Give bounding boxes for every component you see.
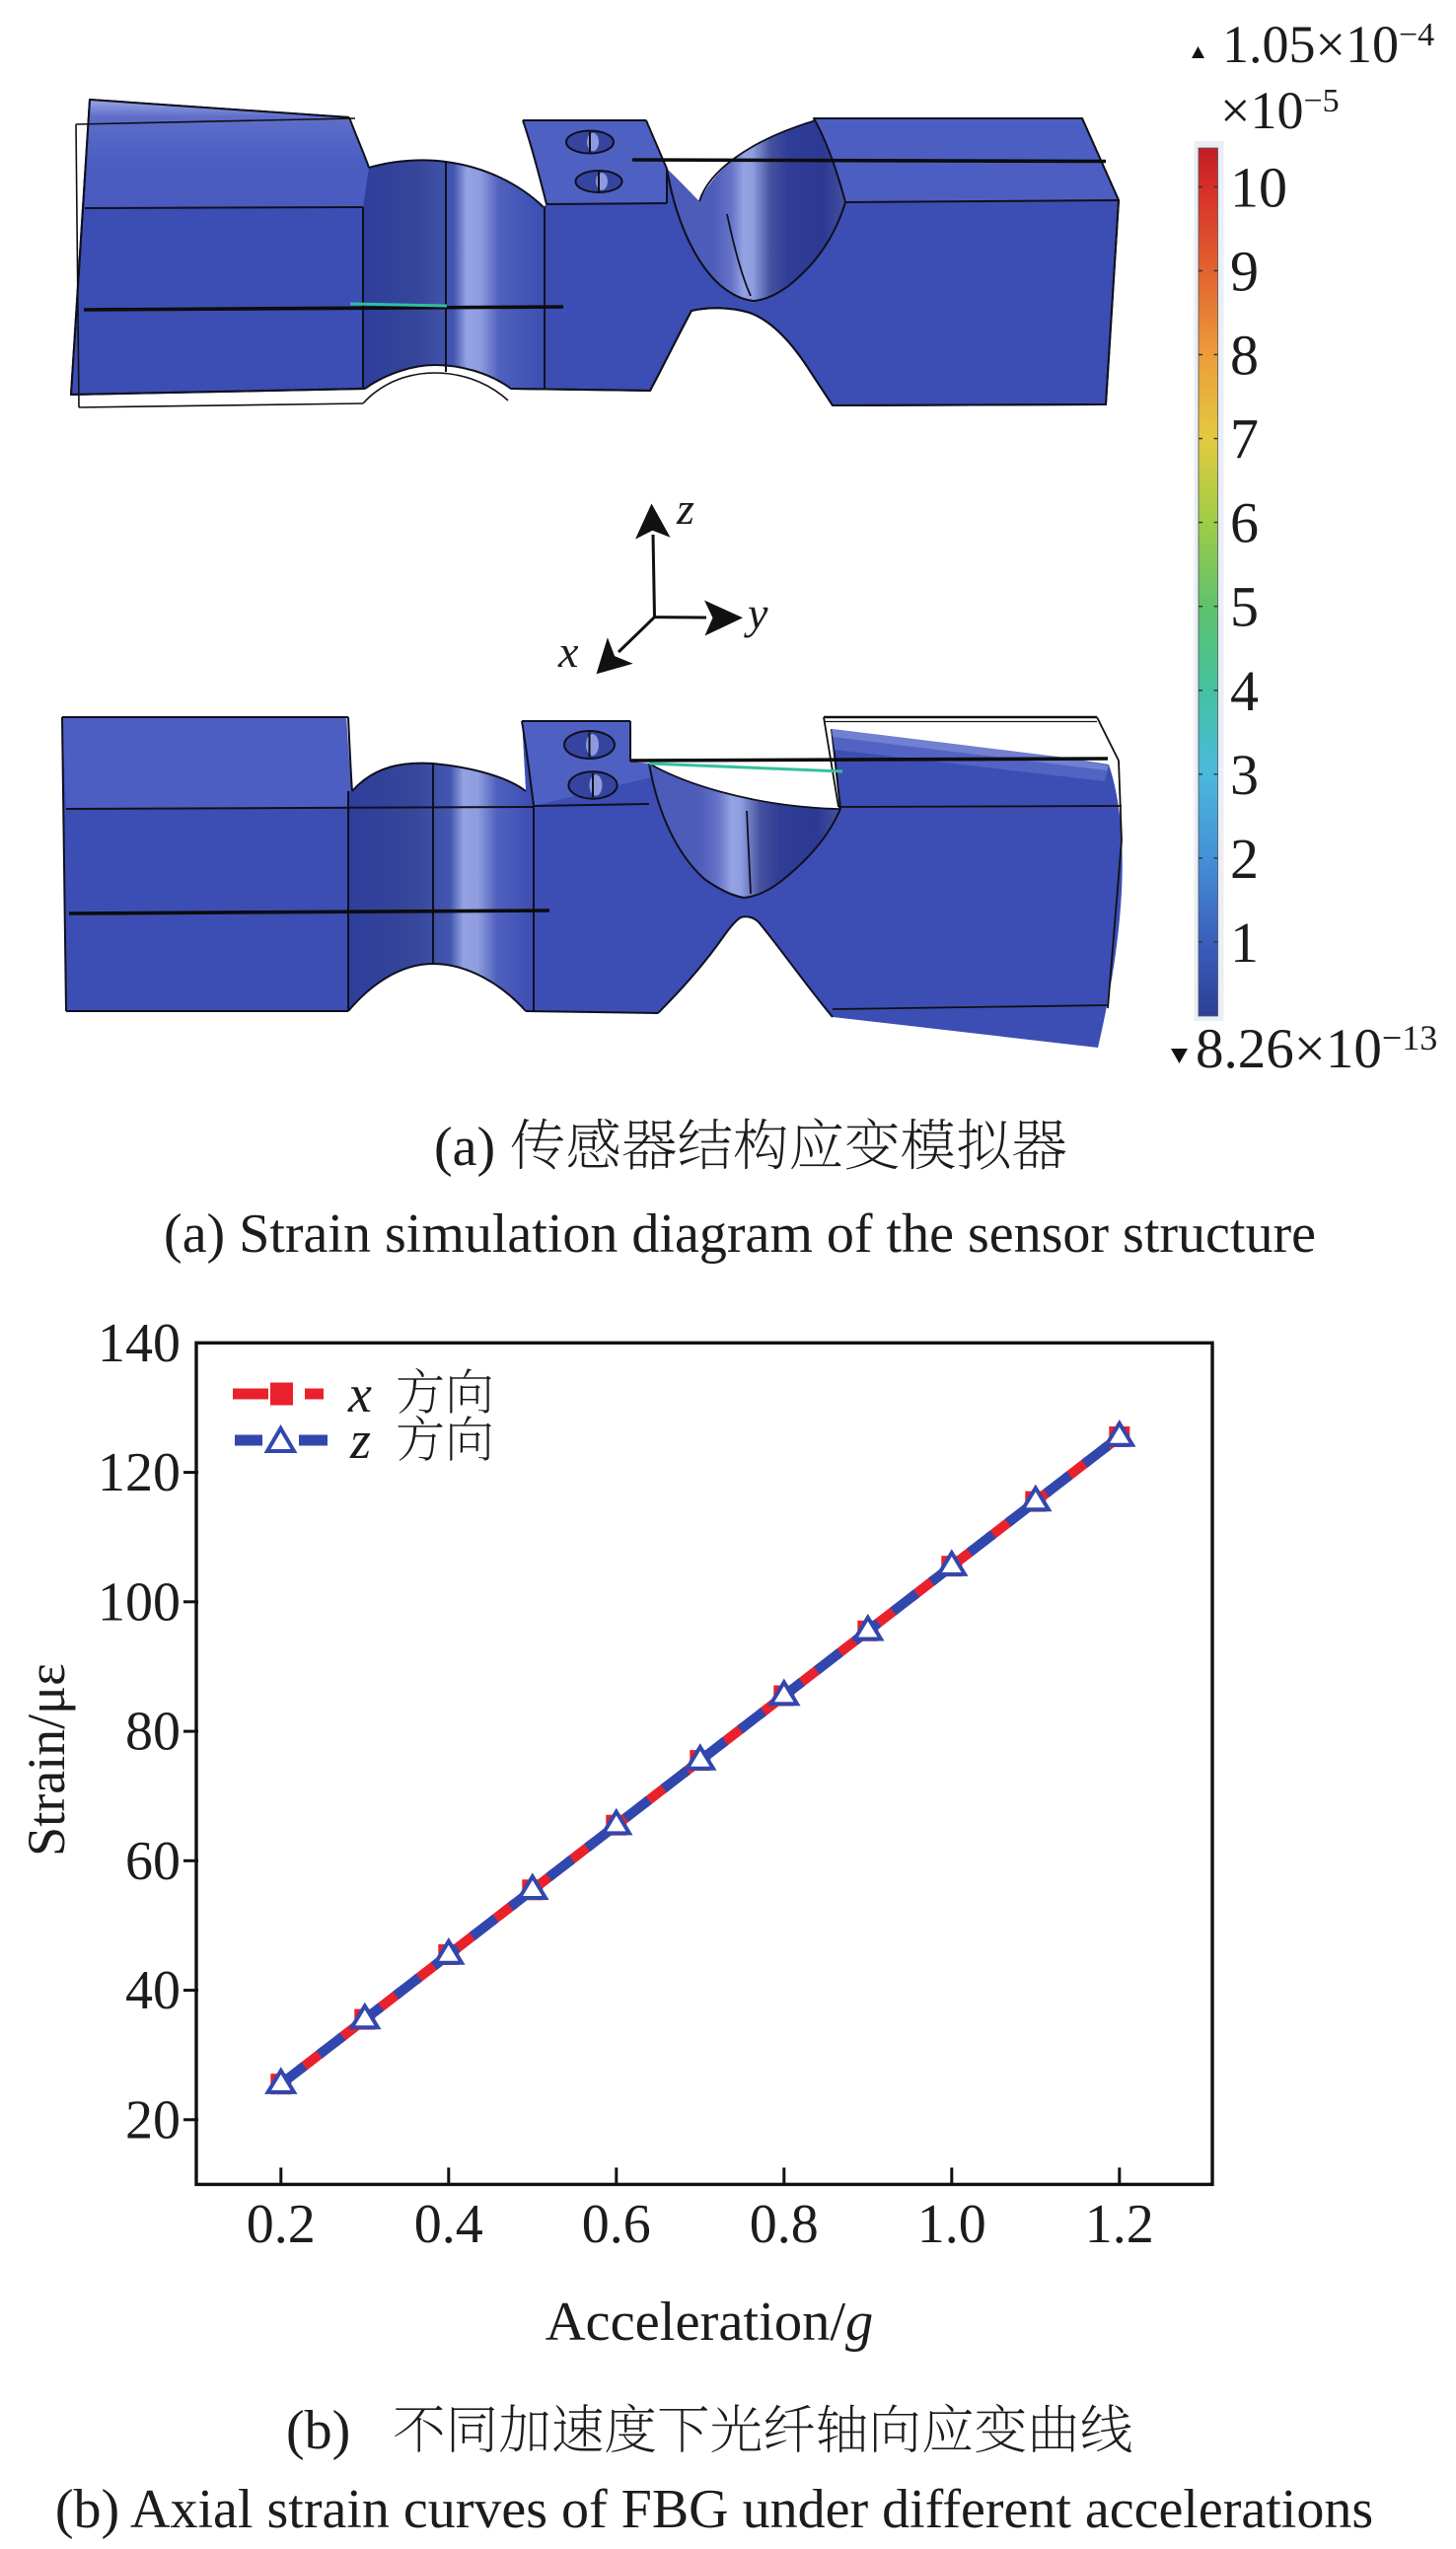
svg-text:(b): (b) [286,2400,350,2461]
svg-text:Strain/με: Strain/με [17,1663,76,1857]
svg-text:8: 8 [1230,324,1259,388]
svg-text:1: 1 [1230,910,1259,975]
svg-text:Acceleration/g: Acceleration/g [546,2292,874,2353]
svg-text:x: x [557,626,579,677]
svg-text:(b) Axial strain curves of FBG: (b) Axial strain curves of FBG under dif… [55,2479,1373,2540]
svg-text:20: 20 [125,2089,181,2150]
svg-text:60: 60 [125,1831,181,1892]
svg-text:z: z [349,1411,371,1470]
svg-text:1.2: 1.2 [1085,2194,1154,2255]
svg-text:40: 40 [125,1960,181,2021]
svg-text:8.26×10−13: 8.26×10−13 [1196,1018,1437,1080]
svg-text:120: 120 [98,1442,181,1503]
svg-text:y: y [744,588,768,638]
svg-text:0.6: 0.6 [582,2194,651,2255]
svg-text:5: 5 [1230,575,1259,639]
svg-text:80: 80 [125,1702,181,1763]
svg-text:(a) Strain simulation diagram: (a) Strain simulation diagram of the sen… [164,1203,1316,1265]
svg-text:6: 6 [1230,491,1259,555]
svg-text:(a): (a) [434,1117,495,1178]
svg-text:7: 7 [1230,407,1259,472]
svg-text:1.0: 1.0 [917,2194,986,2255]
svg-text:1.05×10−4: 1.05×10−4 [1222,15,1434,74]
svg-text:100: 100 [98,1571,181,1633]
svg-text:×10−5: ×10−5 [1220,81,1340,140]
svg-text:3: 3 [1230,743,1259,807]
svg-text:z: z [676,483,694,534]
svg-text:140: 140 [98,1313,181,1374]
svg-text:0.4: 0.4 [414,2194,483,2255]
svg-text:2: 2 [1230,827,1259,891]
svg-text:4: 4 [1230,659,1259,723]
svg-text:0.2: 0.2 [247,2194,316,2255]
svg-text:10: 10 [1230,155,1287,219]
svg-text:x: x [347,1364,372,1423]
svg-text:0.8: 0.8 [750,2194,819,2255]
svg-text:9: 9 [1230,240,1259,304]
